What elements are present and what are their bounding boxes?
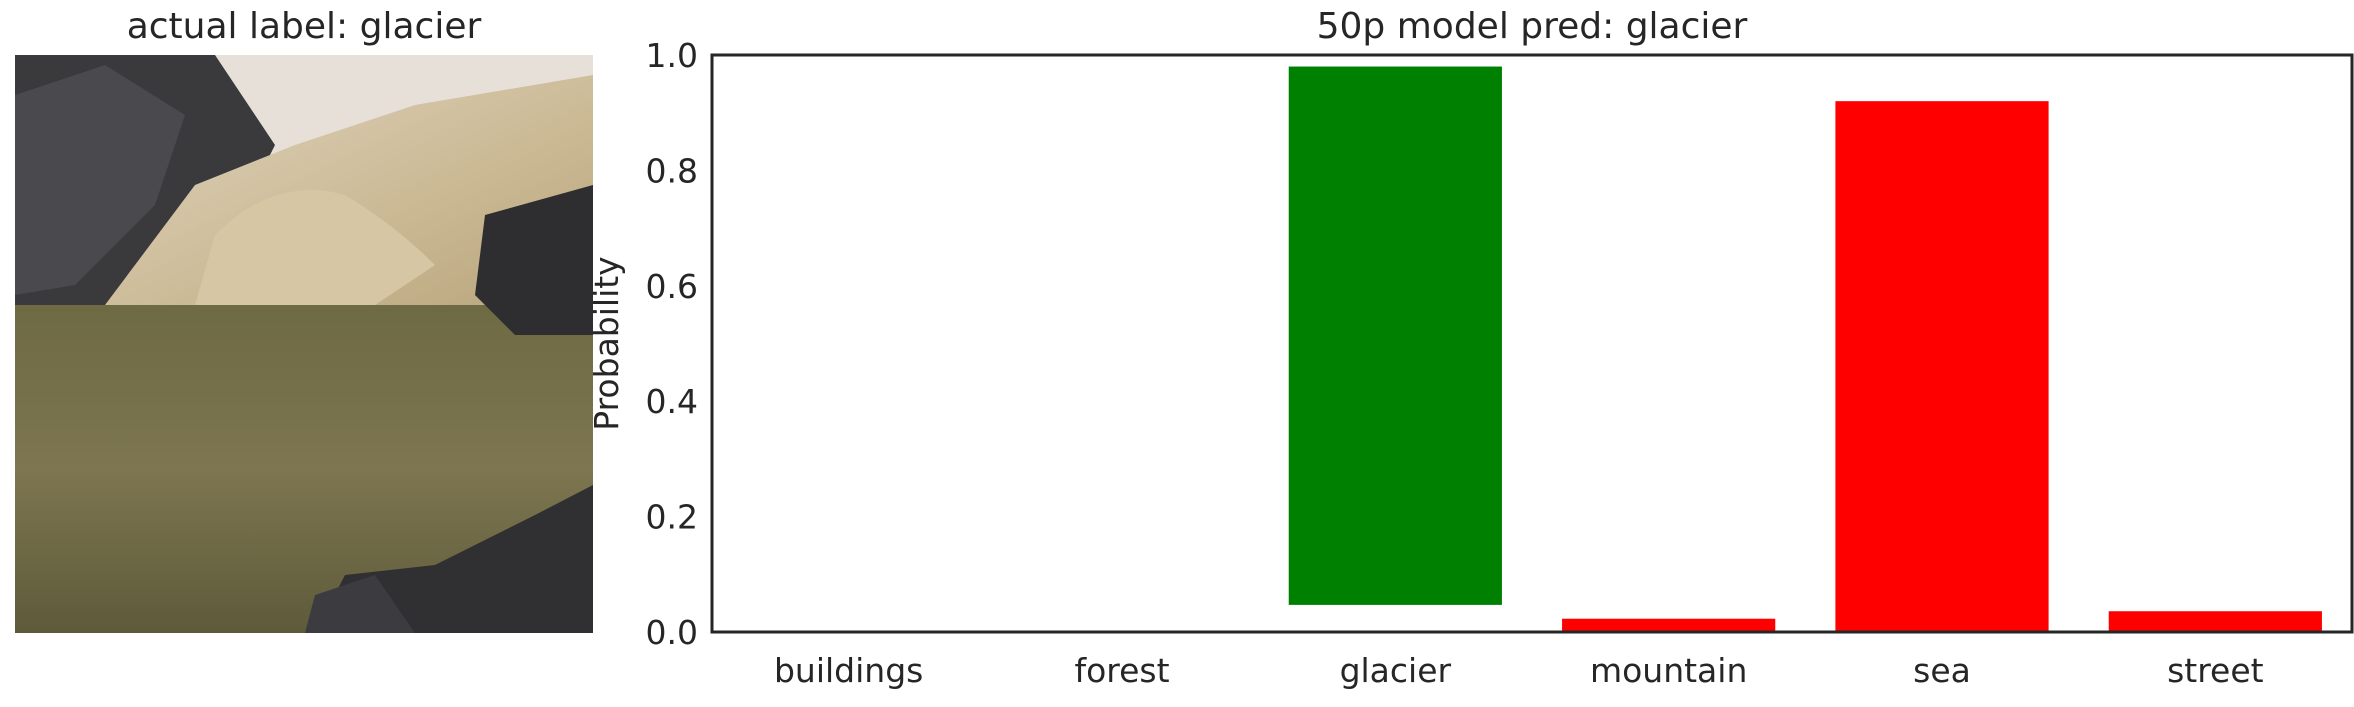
x-tick-label-forest: forest [1074, 651, 1169, 690]
x-tick-label-sea: sea [1913, 651, 1971, 690]
y-tick-label: 0.4 [646, 382, 698, 421]
x-tick-label-street: street [2167, 651, 2264, 690]
x-tick-label-mountain: mountain [1590, 651, 1747, 690]
y-tick-label: 0.8 [646, 151, 698, 190]
bars-layer [1288, 66, 2322, 632]
x-tick-label-glacier: glacier [1340, 651, 1452, 690]
y-tick-label: 0.0 [646, 613, 698, 652]
bar-mountain [1562, 618, 1776, 632]
y-tick-label: 0.6 [646, 267, 698, 306]
bar-sea [1835, 101, 2049, 632]
chart-title: 50p model pred: glacier [1316, 6, 1748, 47]
image-title: actual label: glacier [126, 6, 482, 47]
y-tick-label: 0.2 [646, 498, 698, 537]
y-axis-label: Probability [587, 256, 626, 430]
x-tick-label-buildings: buildings [774, 651, 923, 690]
ticks-layer: buildings forest glacier mountain sea street 0… [646, 36, 2264, 690]
bar-glacier [1288, 66, 1502, 605]
glacier-photo [15, 55, 593, 633]
bar-street [2108, 611, 2322, 632]
y-tick-label: 1.0 [646, 36, 698, 75]
plot-frame [710, 53, 2354, 634]
glacier-photo-illustration [15, 55, 593, 633]
